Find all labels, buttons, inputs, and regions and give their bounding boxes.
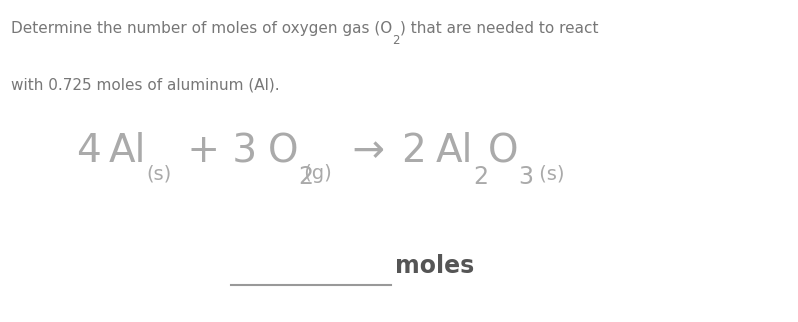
Text: Al: Al <box>109 132 146 170</box>
Text: Determine the number of moles of oxygen gas (O: Determine the number of moles of oxygen … <box>11 21 393 36</box>
Text: moles: moles <box>395 254 474 278</box>
Text: (s): (s) <box>146 164 171 184</box>
Text: + 3: + 3 <box>175 132 257 170</box>
Text: O: O <box>267 132 298 170</box>
Text: O: O <box>488 132 519 170</box>
Text: 2: 2 <box>473 165 488 189</box>
Text: with 0.725 moles of aluminum (Al).: with 0.725 moles of aluminum (Al). <box>11 77 280 92</box>
Text: 2: 2 <box>298 165 313 189</box>
Text: 4: 4 <box>76 132 101 170</box>
Text: 2: 2 <box>393 34 400 47</box>
Text: →: → <box>340 132 397 170</box>
Text: 2: 2 <box>401 132 426 170</box>
Text: (g): (g) <box>298 164 332 184</box>
Text: ) that are needed to react: ) that are needed to react <box>400 21 598 36</box>
Text: (s): (s) <box>533 164 565 184</box>
Text: 3: 3 <box>519 165 533 189</box>
Text: Al: Al <box>436 132 473 170</box>
